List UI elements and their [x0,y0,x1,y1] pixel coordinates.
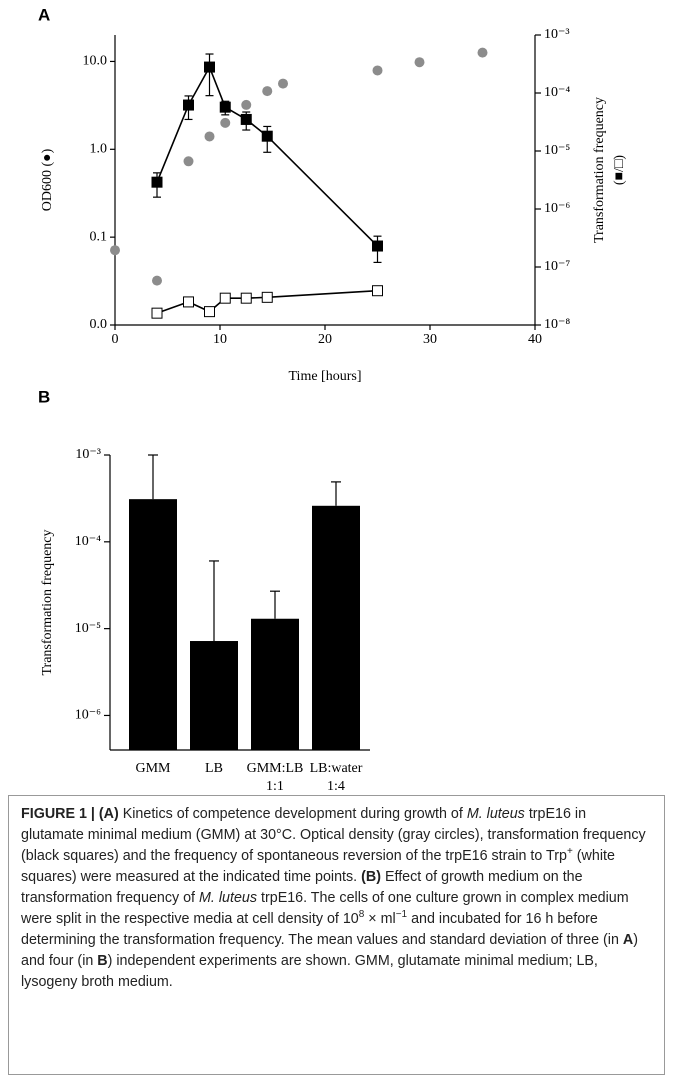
caption-text: M. luteus [466,806,525,822]
caption-text: 8 [358,909,365,921]
data-point [240,292,252,304]
data-point [204,131,215,142]
x-tick-label: 40 [528,332,542,347]
data-point [241,99,252,110]
data-point [204,306,215,318]
caption-text: × ml [364,911,396,927]
data-point [240,113,252,125]
caption-text: M. luteus [199,890,258,906]
y2-tick-label: 10⁻⁵ [544,143,570,158]
data-point [372,240,383,252]
error-bar [270,590,280,619]
data-point [372,285,383,297]
data-point [477,47,488,58]
figure: A 0 10 20 30 40 0.0 0.1 1.0 10.0 10⁻⁸ 10⁻⁷ 10⁻⁶ 10⁻⁵ 1… [38,5,627,790]
data-point [151,176,163,188]
data-point [183,296,194,308]
y2-axis-label: (■/□) [612,155,627,185]
data-point [372,65,383,76]
y2-tick-label: 10⁻⁶ [544,201,570,216]
panel-label: A [38,5,50,24]
x-tick-label: GMM:LB [247,761,304,776]
caption-text: ) and four (in [21,932,638,969]
data-point [262,86,273,97]
data-point [110,245,120,256]
caption-text: −1 [395,909,408,921]
y-axis-label: Transformation frequency [40,529,55,675]
x-tick-label: 10 [213,332,227,347]
caption-text: B [97,953,108,969]
y2-tick-label: 10⁻³ [544,27,570,42]
x-tick-label: 1:4 [327,779,345,790]
y-tick-label: 0.0 [90,317,108,332]
y-tick-label: 0.1 [90,229,108,244]
y-tick-label: 10⁻⁶ [75,708,101,723]
x-axis-label: Time [hours] [289,369,362,384]
y2-tick-label: 10⁻⁴ [544,85,570,100]
x-tick-label: 20 [318,332,332,347]
data-point [414,57,425,68]
y-tick-label: 10⁻³ [75,447,101,462]
y-tick-label: 10.0 [83,54,108,69]
bar [251,618,299,750]
caption-text: Effect of growth medium on the transform… [21,869,583,906]
caption-text: Kinetics of competence development durin… [118,806,467,822]
data-point [204,61,215,73]
error-bar [148,454,158,500]
caption: FIGURE 1 | (A) Kinetics of competence de… [8,795,665,1075]
data-point [261,130,273,142]
error-bar [331,481,341,506]
error-bar [205,53,214,97]
data-point [219,101,231,113]
caption-text: (B) [361,869,381,885]
caption-text: ) independent experiments are shown. GMM… [21,953,598,990]
caption-text: trpE16. The cells of one culture grown i… [21,890,629,927]
caption-text: (white squares) were measured at the ind… [21,848,615,885]
data-point [278,78,288,89]
caption-text: FIGURE 1 | (A) [21,806,119,822]
error-bar [209,560,219,642]
data-point [261,291,273,303]
panel-label: B [38,387,50,406]
y-axis-label: OD600 (●) [40,148,55,211]
y-tick-label: 10⁻⁴ [75,534,101,549]
data-point [152,275,162,286]
x-tick-label: LB:water [310,761,363,776]
y-tick-label: 1.0 [90,142,108,157]
data-point [183,156,194,167]
data-point [151,307,163,319]
data-point [220,117,231,128]
bar [312,505,360,750]
x-tick-label: LB [205,761,223,776]
bar [129,499,177,750]
bar [190,641,238,750]
x-tick-label: 0 [112,332,119,347]
caption-text: + [566,846,573,858]
y2-axis-label: Transformation frequency [592,97,607,243]
x-tick-label: 1:1 [266,779,284,790]
x-tick-label: GMM [135,761,171,776]
y-tick-label: 10⁻⁵ [75,621,101,636]
caption-text: A [622,932,634,948]
x-tick-label: 30 [423,332,437,347]
y2-tick-label: 10⁻⁸ [544,317,570,332]
y2-tick-label: 10⁻⁷ [544,259,570,274]
caption-text: and incubated for 16 h before determinin… [21,911,623,948]
data-point [219,292,231,304]
data-point [183,99,194,111]
caption-text: trpE16 in glutamate minimal medium (GMM)… [21,806,646,864]
